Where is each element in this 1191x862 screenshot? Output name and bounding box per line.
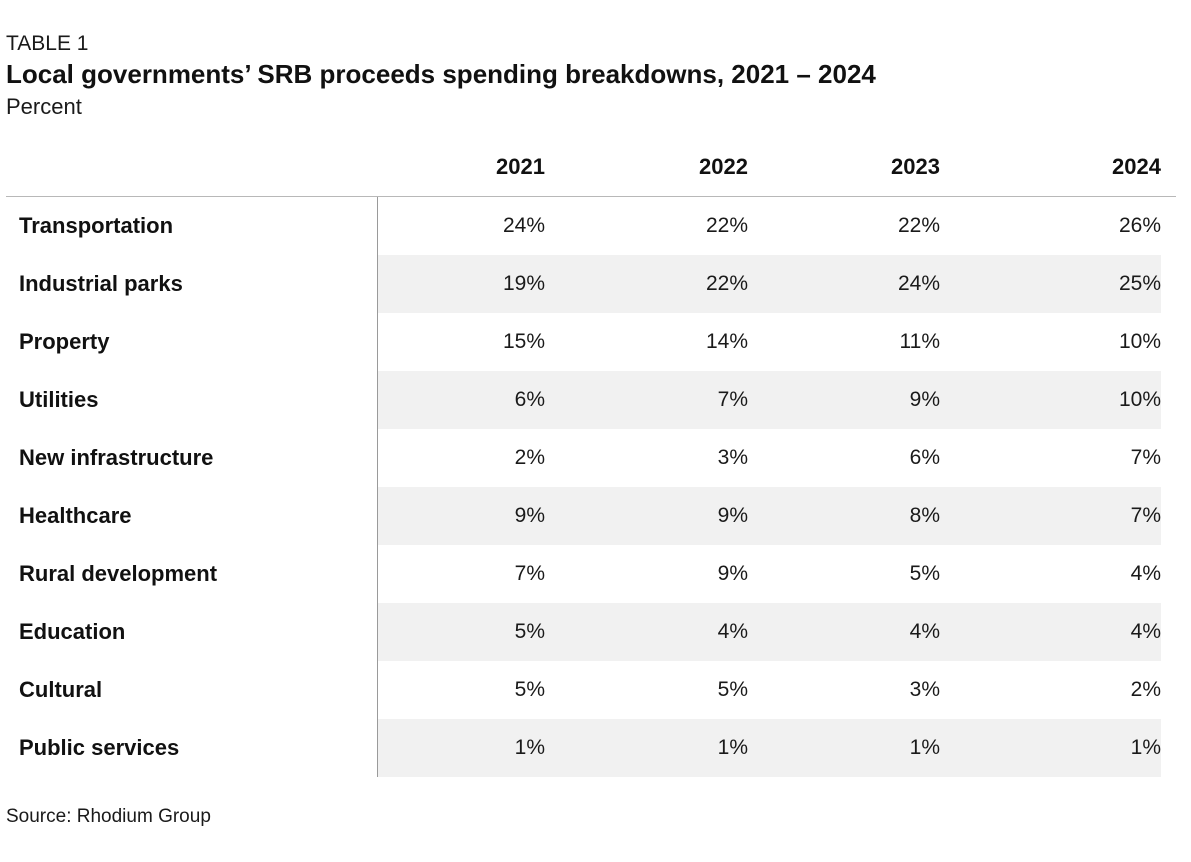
value-cell-2023: 6% xyxy=(909,446,940,469)
value-cell-2023: 22% xyxy=(897,214,940,237)
value-cell-2024: 26% xyxy=(1118,214,1161,237)
value-cell-2024: 2% xyxy=(1130,678,1161,701)
value-cell-2024: 7% xyxy=(1130,504,1161,527)
row-label: Transportation xyxy=(19,213,174,238)
value-cell-2022: 14% xyxy=(705,330,748,353)
value-cell-2022: 22% xyxy=(705,272,748,295)
value-cell-2022: 1% xyxy=(717,736,748,759)
value-cell-2024: 4% xyxy=(1130,620,1161,643)
row-values: 5% 5% 3% 2% xyxy=(377,661,1161,719)
row-label: Public services xyxy=(19,735,180,760)
value-cell-2023: 8% xyxy=(909,504,940,527)
table-row: New infrastructure 2% 3% 6% 7% xyxy=(6,429,1176,487)
value-cell-2021: 5% xyxy=(514,678,545,701)
table-body: Transportation 24% 22% 22% 26% Industrial par… xyxy=(6,197,1176,777)
value-cell-2022: 9% xyxy=(717,504,748,527)
table-kicker: TABLE 1 xyxy=(6,32,89,55)
table-row: Transportation 24% 22% 22% 26% xyxy=(6,197,1176,255)
value-cell-2022: 3% xyxy=(717,446,748,469)
table-row: Rural development 7% 9% 5% 4% xyxy=(6,545,1176,603)
row-label: Education xyxy=(19,619,126,644)
row-values: 5% 4% 4% 4% xyxy=(377,603,1161,661)
table-row: Education 5% 4% 4% 4% xyxy=(6,603,1176,661)
value-cell-2024: 10% xyxy=(1118,330,1161,353)
value-cell-2024: 7% xyxy=(1130,446,1161,469)
column-header-2021: 2021 xyxy=(496,154,545,179)
value-cell-2022: 7% xyxy=(717,388,748,411)
row-label: Property xyxy=(19,329,110,354)
table-row: Public services 1% 1% 1% 1% xyxy=(6,719,1176,777)
value-cell-2022: 9% xyxy=(717,562,748,585)
value-cell-2024: 25% xyxy=(1118,272,1161,295)
value-cell-2023: 24% xyxy=(897,272,940,295)
value-cell-2024: 4% xyxy=(1130,562,1161,585)
value-cell-2022: 5% xyxy=(717,678,748,701)
row-values: 1% 1% 1% 1% xyxy=(377,719,1161,777)
value-cell-2023: 4% xyxy=(909,620,940,643)
value-cell-2022: 22% xyxy=(705,214,748,237)
data-table: 2021 2022 2023 2024 Transportation 24% 22%… xyxy=(6,138,1176,777)
value-cell-2023: 1% xyxy=(909,736,940,759)
value-cell-2021: 1% xyxy=(514,736,545,759)
row-values: 15% 14% 11% 10% xyxy=(377,313,1161,371)
value-cell-2021: 5% xyxy=(514,620,545,643)
value-cell-2022: 4% xyxy=(717,620,748,643)
row-label: Industrial parks xyxy=(19,271,183,296)
row-label: Healthcare xyxy=(19,503,132,528)
value-cell-2024: 1% xyxy=(1130,736,1161,759)
value-cell-2021: 6% xyxy=(514,388,545,411)
table-row: Cultural 5% 5% 3% 2% xyxy=(6,661,1176,719)
value-cell-2021: 7% xyxy=(514,562,545,585)
table-row: Industrial parks 19% 22% 24% 25% xyxy=(6,255,1176,313)
value-cell-2021: 19% xyxy=(502,272,545,295)
value-cell-2021: 2% xyxy=(514,446,545,469)
row-values: 24% 22% 22% 26% xyxy=(377,197,1161,255)
column-header-2024: 2024 xyxy=(1112,154,1161,179)
column-header-2023: 2023 xyxy=(891,154,940,179)
value-cell-2023: 5% xyxy=(909,562,940,585)
table-row: Property 15% 14% 11% 10% xyxy=(6,313,1176,371)
row-label: Utilities xyxy=(19,387,99,412)
row-values: 19% 22% 24% 25% xyxy=(377,255,1161,313)
value-cell-2024: 10% xyxy=(1118,388,1161,411)
row-values: 9% 9% 8% 7% xyxy=(377,487,1161,545)
table-unit: Percent xyxy=(6,94,82,119)
row-label: Cultural xyxy=(19,677,103,702)
row-values: 7% 9% 5% 4% xyxy=(377,545,1161,603)
table-header-row: 2021 2022 2023 2024 xyxy=(6,138,1176,197)
value-cell-2021: 15% xyxy=(502,330,545,353)
row-values: 2% 3% 6% 7% xyxy=(377,429,1161,487)
table-title: Local governments’ SRB proceeds spending… xyxy=(6,59,876,89)
value-cell-2023: 9% xyxy=(909,388,940,411)
value-cell-2023: 3% xyxy=(909,678,940,701)
value-cell-2021: 24% xyxy=(502,214,545,237)
value-cell-2021: 9% xyxy=(514,504,545,527)
column-header-2022: 2022 xyxy=(699,154,748,179)
row-label: Rural development xyxy=(19,561,218,586)
source-note: Source: Rhodium Group xyxy=(6,806,211,827)
value-cell-2023: 11% xyxy=(899,330,940,353)
row-values: 6% 7% 9% 10% xyxy=(377,371,1161,429)
table-row: Healthcare 9% 9% 8% 7% xyxy=(6,487,1176,545)
table-row: Utilities 6% 7% 9% 10% xyxy=(6,371,1176,429)
row-label: New infrastructure xyxy=(19,445,214,470)
